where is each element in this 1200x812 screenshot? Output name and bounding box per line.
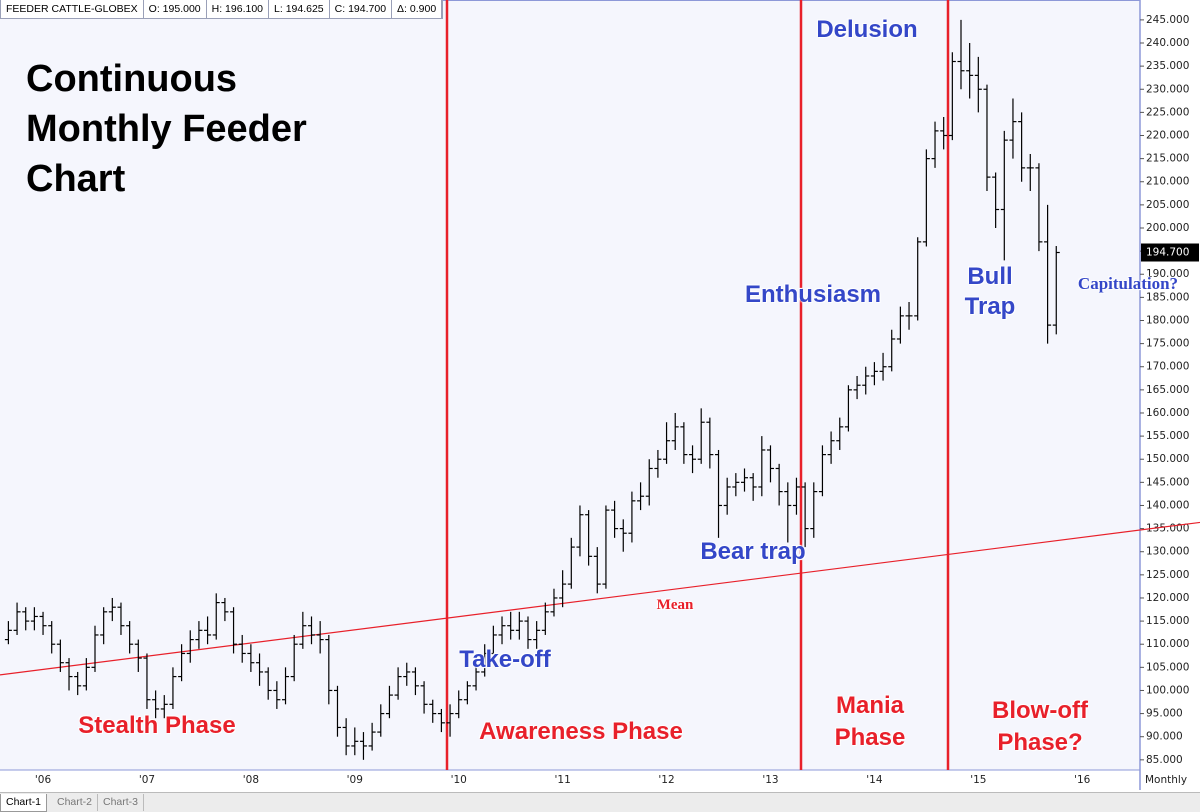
x-tick-label: '16 [1074, 774, 1091, 786]
header-field: O: 195.000 [144, 0, 207, 18]
annotation: Mania Phase [834, 692, 906, 751]
y-tick-label: 110.000 [1146, 638, 1189, 650]
y-tick-label: 130.000 [1146, 546, 1189, 558]
header-field: FEEDER CATTLE-GLOBEX [1, 0, 144, 18]
header-field: C: 194.700 [330, 0, 393, 18]
y-tick-label: 180.000 [1146, 314, 1189, 326]
chart-title: Continuous Monthly Feeder Chart [26, 58, 307, 200]
y-tick-label: 185.000 [1146, 291, 1189, 303]
header-field: Δ: 0.900 [392, 0, 443, 18]
y-tick-label: 175.000 [1146, 338, 1189, 350]
y-tick-label: 105.000 [1146, 661, 1189, 673]
last-price-box [1141, 243, 1199, 262]
x-tick-label: '13 [762, 774, 778, 786]
tab[interactable]: Chart-3 [98, 794, 145, 811]
y-tick-label: 140.000 [1146, 499, 1189, 511]
y-tick-label: 90.000 [1146, 731, 1183, 743]
header-field: L: 194.625 [269, 0, 330, 18]
y-tick-label: 215.000 [1146, 153, 1189, 165]
y-tick-label: 205.000 [1146, 199, 1189, 211]
y-tick-label: 155.000 [1146, 430, 1189, 442]
y-tick-label: 120.000 [1146, 592, 1189, 604]
x-tick-label: '14 [866, 774, 883, 786]
x-tick-label: '09 [347, 774, 363, 786]
x-tick-label: '12 [658, 774, 674, 786]
y-tick-label: 240.000 [1146, 37, 1189, 49]
annotation: Blow-off Phase? [992, 697, 1088, 756]
y-tick-label: 125.000 [1146, 569, 1189, 581]
instrument-header: FEEDER CATTLE-GLOBEX O: 195.000 H: 196.100… [0, 0, 444, 19]
y-tick-label: 200.000 [1146, 222, 1189, 234]
tab[interactable]: Chart-1 [0, 794, 48, 812]
annotation: Enthusiasm [744, 281, 882, 308]
last-price-label: 194.700 [1146, 247, 1189, 259]
mean-line [0, 521, 1200, 676]
interval-label: Monthly [1145, 774, 1187, 786]
annotation: Delusion [816, 16, 918, 43]
x-tick-label: '11 [555, 774, 571, 786]
y-tick-label: 150.000 [1146, 453, 1189, 465]
tab[interactable]: Chart-2 [52, 794, 99, 811]
annotation: Bull Trap [964, 263, 1016, 320]
y-tick-label: 85.000 [1146, 754, 1183, 766]
x-tick-label: '15 [970, 774, 986, 786]
y-tick-label: 115.000 [1146, 615, 1189, 627]
annotation: Take-off [459, 646, 551, 673]
annotation: Awareness Phase [479, 718, 683, 745]
y-tick-label: 210.000 [1146, 176, 1189, 188]
annotation: Stealth Phase [78, 712, 236, 739]
y-tick-label: 100.000 [1146, 684, 1189, 696]
tab-bar: Chart-1 Chart-2 Chart-3 [0, 792, 1200, 812]
y-tick-label: 165.000 [1146, 384, 1189, 396]
annotation: Bear trap [700, 538, 806, 565]
header-field: H: 196.100 [207, 0, 270, 18]
mean-label: Mean [656, 597, 694, 613]
y-tick-label: 170.000 [1146, 361, 1189, 373]
x-tick-label: '06 [35, 774, 52, 786]
y-tick-label: 95.000 [1146, 708, 1183, 720]
x-tick-label: '08 [243, 774, 259, 786]
annotation: Capitulation? [1077, 274, 1179, 293]
y-tick-label: 235.000 [1146, 60, 1189, 72]
y-tick-label: 225.000 [1146, 106, 1189, 118]
y-tick-label: 220.000 [1146, 130, 1189, 142]
y-tick-label: 245.000 [1146, 14, 1189, 26]
y-tick-label: 160.000 [1146, 407, 1189, 419]
x-tick-label: '10 [451, 774, 467, 786]
y-tick-label: 190.000 [1146, 268, 1189, 280]
y-tick-label: 230.000 [1146, 83, 1189, 95]
x-tick-label: '07 [139, 774, 155, 786]
y-tick-label: 145.000 [1146, 476, 1189, 488]
